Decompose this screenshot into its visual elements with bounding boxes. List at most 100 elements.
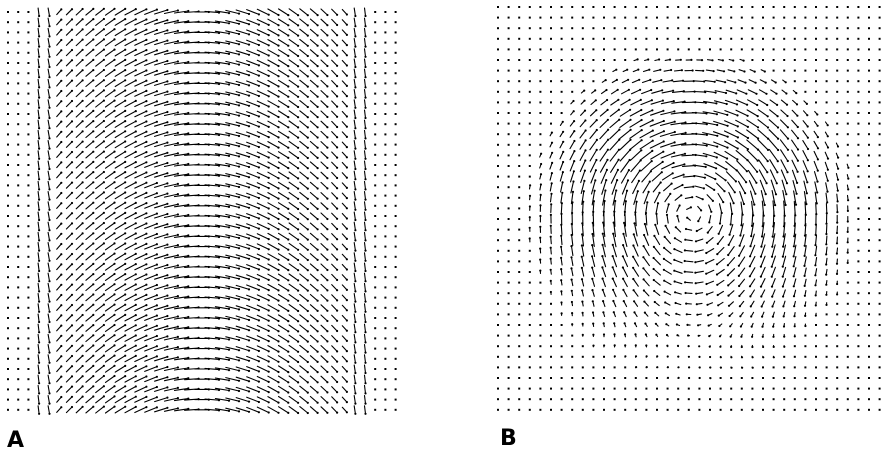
- arrow-head: [793, 315, 796, 318]
- arrow-head: [166, 396, 169, 399]
- arrow-head: [176, 295, 179, 298]
- flow-arrow: [299, 365, 309, 373]
- flow-arrow: [660, 152, 675, 159]
- flow-arrow: [341, 182, 348, 189]
- grid-dot: [374, 408, 377, 411]
- arrow-head: [297, 136, 300, 139]
- flow-arrow: [320, 212, 328, 220]
- arrow-head: [113, 272, 116, 276]
- grid-dot: [17, 102, 20, 105]
- flow-arrow: [246, 151, 260, 158]
- flow-arrow: [75, 181, 84, 189]
- grid-dot: [539, 37, 542, 40]
- flow-arrow: [671, 101, 686, 104]
- flow-arrow: [56, 110, 62, 118]
- flow-arrow: [163, 132, 179, 137]
- grid-dot: [518, 249, 521, 252]
- arrow-head: [227, 338, 231, 341]
- arrow-head: [662, 150, 665, 153]
- arrow-head: [277, 13, 280, 17]
- flow-arrow: [724, 140, 739, 150]
- flow-arrow: [256, 253, 270, 261]
- flow-arrow: [363, 191, 367, 201]
- flow-arrow: [728, 191, 735, 204]
- arrow-head: [166, 212, 169, 216]
- flow-arrow: [144, 264, 158, 270]
- flow-arrow: [691, 122, 708, 125]
- grid-dot: [7, 92, 9, 95]
- flow-arrow: [267, 49, 280, 57]
- flow-arrow: [740, 212, 743, 226]
- arrow-head: [257, 166, 260, 169]
- arrow-head: [781, 275, 784, 278]
- flow-arrow: [592, 222, 595, 237]
- arrow-head: [102, 313, 105, 316]
- flow-arrow: [706, 194, 714, 202]
- grid-dot: [878, 239, 881, 242]
- arrow-head: [675, 323, 678, 326]
- arrow-head: [354, 208, 357, 211]
- arrow-head: [134, 303, 137, 306]
- grid-dot: [497, 228, 499, 231]
- flow-arrow: [134, 335, 147, 342]
- flow-arrow: [56, 172, 62, 179]
- arrow-head: [257, 247, 260, 251]
- flow-arrow: [622, 278, 628, 288]
- arrow-head: [70, 303, 74, 307]
- flow-arrow: [85, 304, 94, 312]
- flow-arrow: [37, 38, 40, 48]
- flow-arrow: [815, 202, 817, 215]
- flow-arrow: [749, 233, 755, 247]
- arrow-head: [60, 304, 63, 307]
- arrow-head: [633, 311, 636, 314]
- flow-arrow: [144, 284, 158, 291]
- arrow-head: [306, 65, 309, 68]
- flow-arrow: [288, 406, 299, 414]
- flow-arrow: [256, 161, 270, 169]
- flow-arrow: [299, 69, 309, 77]
- flow-arrow: [65, 29, 73, 36]
- flow-arrow: [560, 235, 563, 246]
- flow-arrow: [320, 171, 328, 179]
- flow-arrow: [114, 79, 126, 88]
- grid-dot: [394, 286, 397, 289]
- grid-dot: [17, 327, 20, 330]
- arrow-head: [145, 130, 148, 133]
- arrow-head: [187, 193, 190, 196]
- arrow-head: [237, 145, 241, 148]
- arrow-head: [187, 407, 190, 410]
- flow-arrow: [769, 99, 778, 106]
- flow-arrow: [214, 357, 230, 361]
- arrow-head: [287, 65, 290, 68]
- flow-arrow: [95, 334, 105, 343]
- grid-dot: [592, 48, 595, 51]
- flow-arrow: [737, 180, 746, 194]
- flow-arrow: [114, 171, 126, 179]
- flow-arrow: [299, 324, 309, 332]
- flow-arrow: [714, 162, 728, 170]
- flow-arrow: [601, 266, 607, 278]
- arrow-head: [364, 25, 367, 28]
- flow-arrow: [246, 60, 260, 66]
- grid-dot: [857, 366, 860, 369]
- arrow-head: [571, 201, 574, 204]
- arrow-head: [729, 335, 732, 338]
- flow-arrow: [134, 365, 147, 373]
- arrow-head: [708, 335, 711, 338]
- flow-arrow: [619, 109, 631, 117]
- arrow-head: [277, 75, 280, 78]
- arrow-head: [287, 54, 290, 58]
- flow-arrow: [363, 242, 367, 252]
- arrow-head: [277, 238, 280, 241]
- arrow-head: [772, 325, 775, 328]
- arrow-head: [633, 300, 636, 303]
- arrow-head: [621, 255, 624, 258]
- flow-arrow: [320, 345, 328, 353]
- arrow-head: [746, 136, 750, 140]
- flow-arrow: [235, 284, 250, 290]
- flow-arrow: [692, 101, 707, 104]
- flow-arrow: [363, 99, 367, 109]
- grid-dot: [793, 37, 796, 40]
- flow-arrow: [267, 110, 280, 118]
- flow-arrow: [246, 253, 260, 260]
